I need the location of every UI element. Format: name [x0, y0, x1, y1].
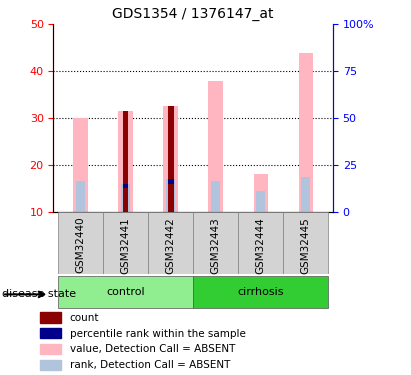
Bar [208, 81, 223, 212]
Text: count: count [70, 313, 99, 323]
Bar [118, 111, 133, 212]
Text: GSM32445: GSM32445 [301, 217, 311, 274]
Bar [40, 328, 61, 338]
Text: disease state: disease state [2, 290, 76, 299]
Bar [73, 118, 88, 212]
Text: value, Detection Call = ABSENT: value, Detection Call = ABSENT [70, 344, 235, 354]
FancyBboxPatch shape [193, 276, 328, 308]
Text: rank, Detection Call = ABSENT: rank, Detection Call = ABSENT [70, 360, 230, 370]
FancyBboxPatch shape [283, 212, 328, 274]
Text: GSM32442: GSM32442 [166, 217, 175, 274]
FancyBboxPatch shape [193, 212, 238, 274]
Bar [122, 111, 129, 212]
FancyBboxPatch shape [148, 212, 193, 274]
Bar [168, 106, 173, 212]
Bar [76, 182, 85, 212]
Text: cirrhosis: cirrhosis [238, 286, 284, 297]
FancyBboxPatch shape [58, 212, 103, 274]
Bar [121, 184, 130, 212]
Text: GSM32441: GSM32441 [120, 217, 131, 274]
Text: control: control [106, 286, 145, 297]
Bar [211, 182, 220, 212]
Bar [256, 191, 265, 212]
Bar [164, 106, 178, 212]
Bar [168, 179, 173, 184]
FancyBboxPatch shape [58, 276, 193, 308]
Bar [122, 184, 129, 188]
Bar [254, 174, 268, 212]
Bar [40, 360, 61, 370]
Text: percentile rank within the sample: percentile rank within the sample [70, 328, 246, 339]
FancyBboxPatch shape [238, 212, 283, 274]
Bar [40, 312, 61, 322]
Text: GSM32443: GSM32443 [211, 217, 221, 274]
Bar [301, 177, 310, 212]
Bar [166, 179, 175, 212]
Title: GDS1354 / 1376147_at: GDS1354 / 1376147_at [113, 7, 274, 21]
Bar [299, 53, 313, 212]
FancyBboxPatch shape [103, 212, 148, 274]
Text: GSM32440: GSM32440 [76, 217, 85, 273]
Text: GSM32444: GSM32444 [256, 217, 266, 274]
Bar [40, 344, 61, 354]
